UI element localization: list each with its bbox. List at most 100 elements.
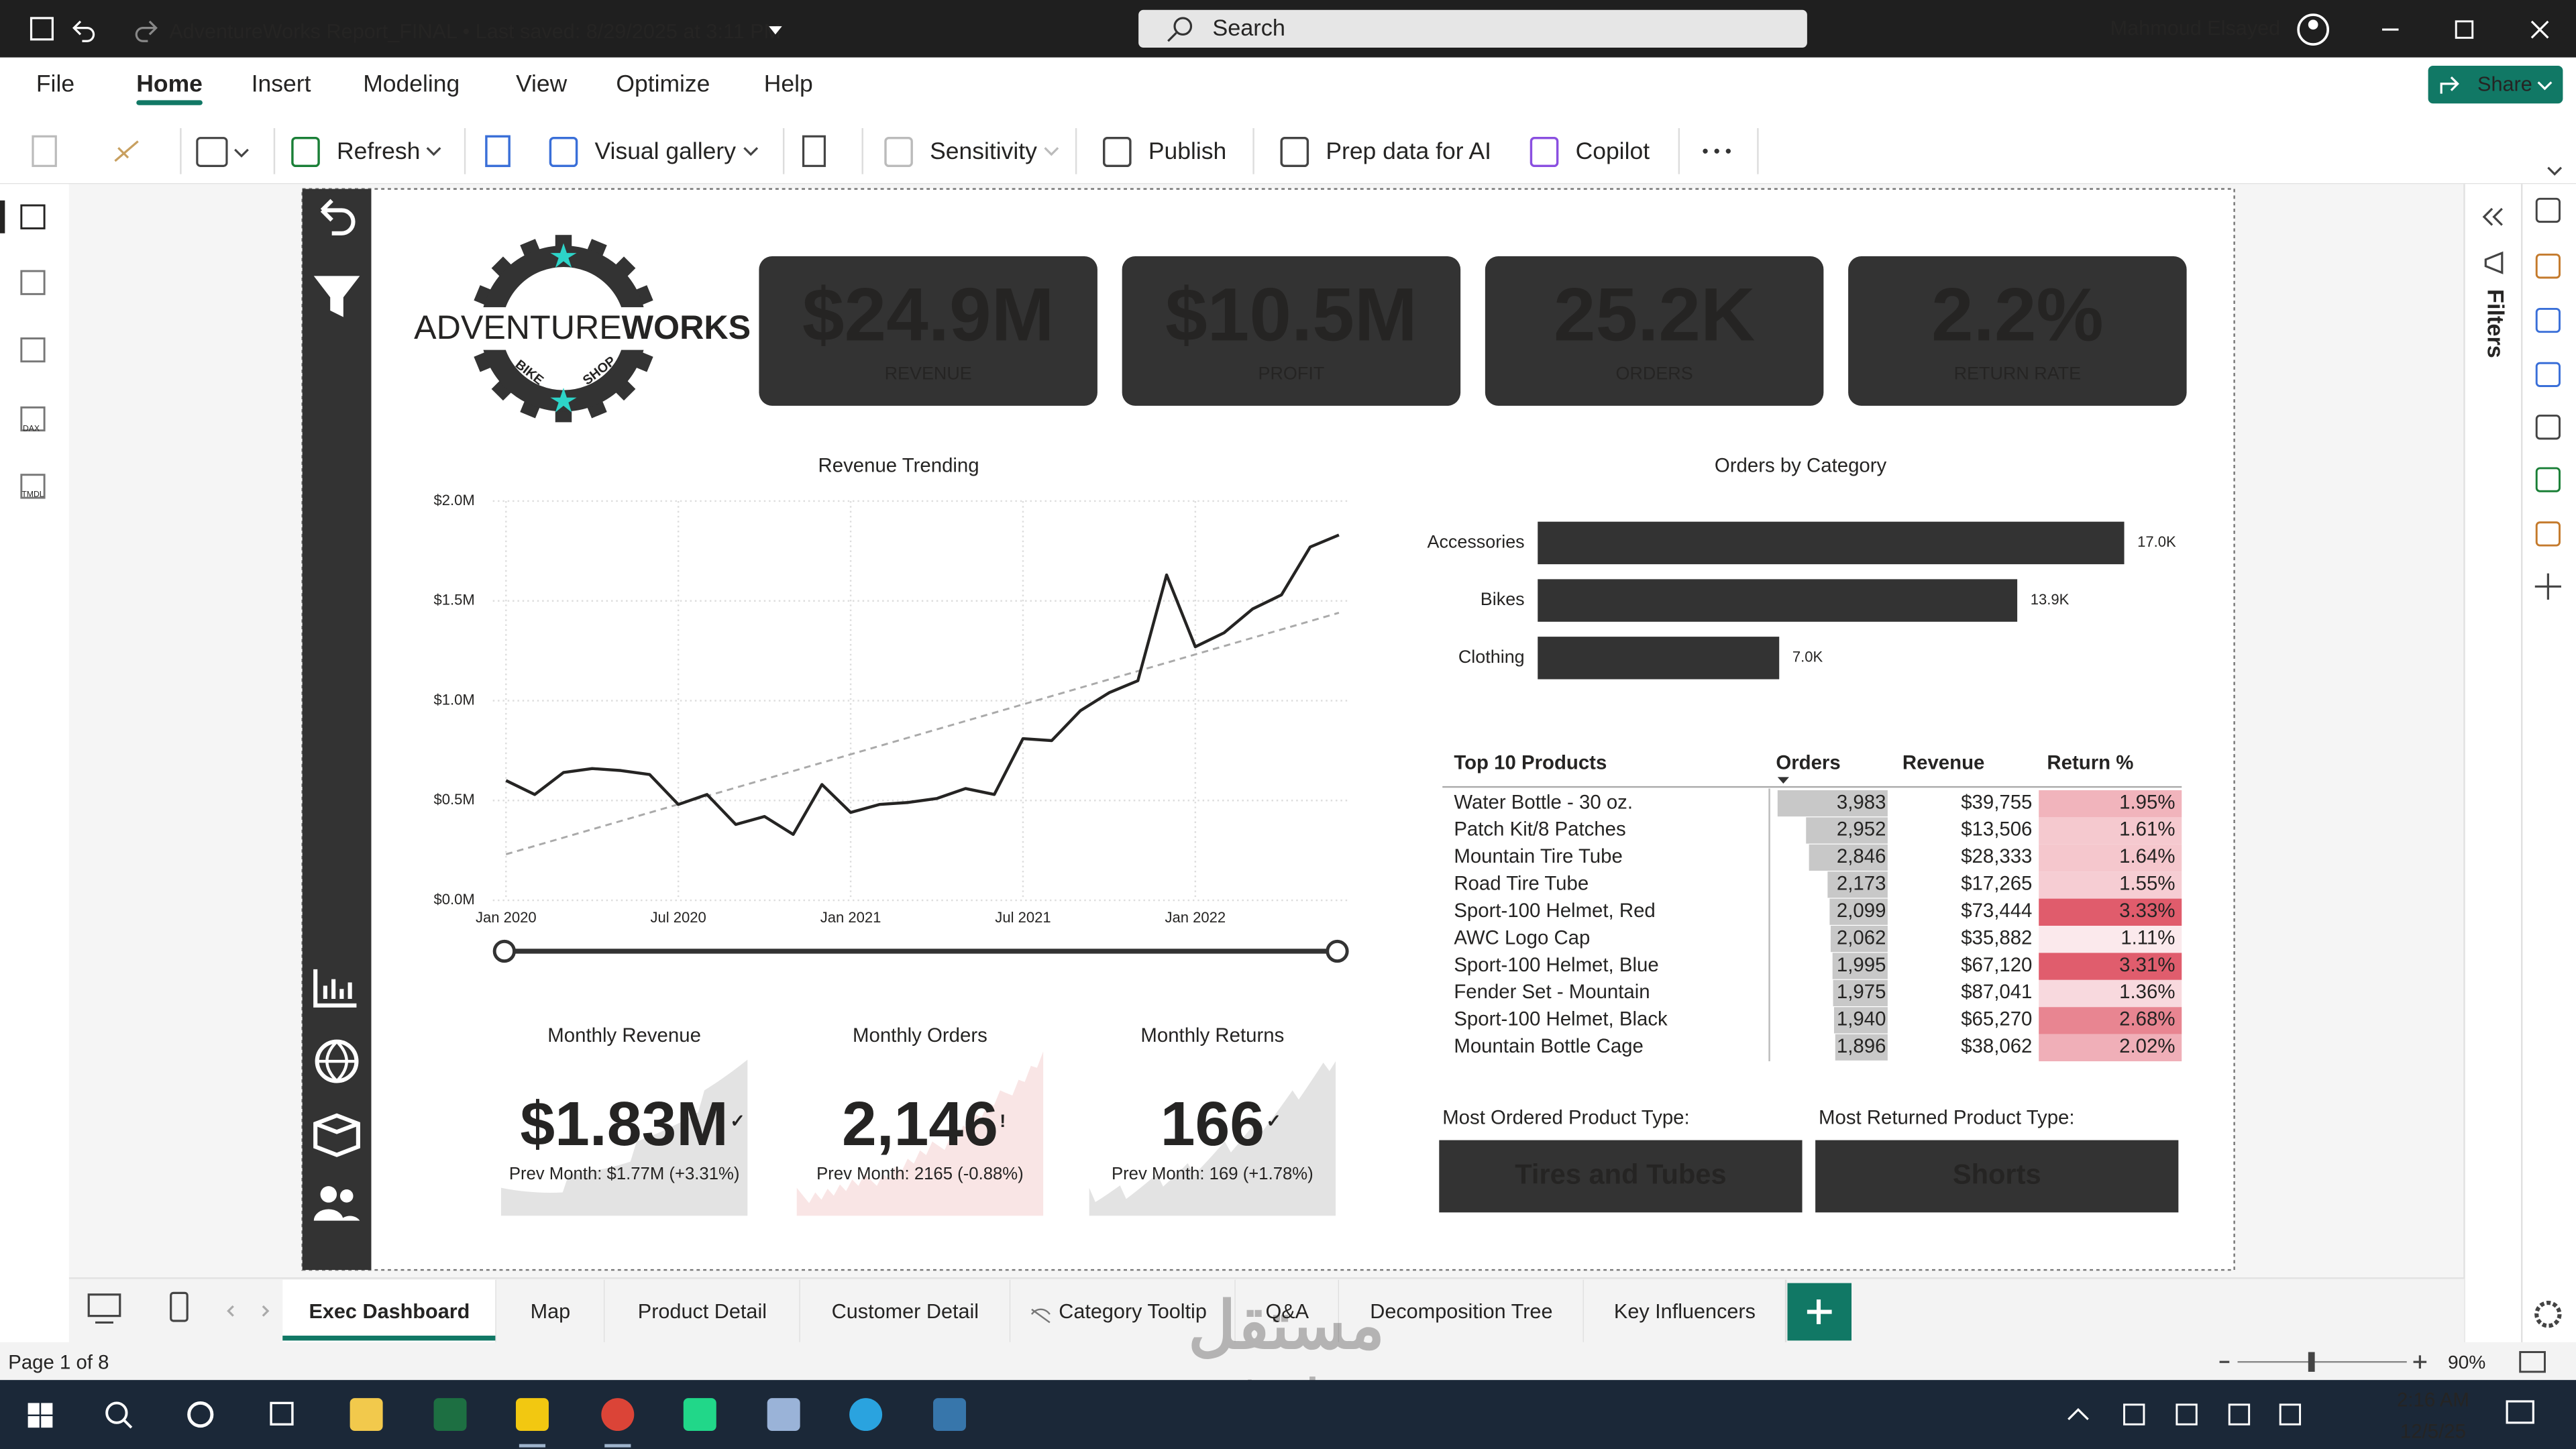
menu-item[interactable]: Help <box>764 70 813 97</box>
x-tick-label: Jan 2022 <box>1165 909 1226 926</box>
card-subtitle: Prev Month: 169 (+1.78%) <box>1112 1165 1313 1183</box>
kpi-label: RETURN RATE <box>1954 363 2081 383</box>
undo-icon[interactable] <box>72 20 95 42</box>
table-cell: $35,882 <box>1961 926 2032 949</box>
taskbar-app[interactable] <box>601 1398 635 1432</box>
x-tick-label: Jul 2021 <box>995 909 1051 926</box>
ribbon-button[interactable]: Refresh <box>337 138 420 164</box>
filter-button[interactable] <box>313 276 360 317</box>
ribbon-icon <box>1529 137 1559 168</box>
fit-page-icon[interactable] <box>2519 1351 2546 1373</box>
watermark: مستقل <box>1188 1289 1385 1362</box>
title-dropdown[interactable] <box>769 26 782 35</box>
nav-customer-icon[interactable] <box>320 1186 337 1203</box>
page-tab[interactable] <box>800 1279 1011 1342</box>
pane-icon[interactable] <box>2535 307 2561 333</box>
date-slider-handle[interactable] <box>1326 939 1349 963</box>
menu-item[interactable]: Home <box>136 70 203 97</box>
settings-icon[interactable] <box>2534 1300 2562 1328</box>
table-cell: $67,120 <box>1961 954 2032 976</box>
page-tab[interactable] <box>604 1279 800 1342</box>
desktop-view-icon[interactable] <box>87 1293 121 1318</box>
add-pane-icon[interactable] <box>2534 573 2561 600</box>
maximize-button[interactable] <box>2455 20 2474 39</box>
search-taskbar[interactable] <box>105 1401 128 1424</box>
ribbon-button[interactable]: Publish <box>1148 138 1226 164</box>
user-avatar-head <box>2308 19 2318 30</box>
category-label: Accessories <box>1428 531 1525 551</box>
menu-item[interactable]: Optimize <box>616 70 710 97</box>
logo-band <box>407 307 723 350</box>
kpi-value: 2.2% <box>1931 272 2104 356</box>
chart-title: Revenue Trending <box>818 454 979 476</box>
filters-pane-title[interactable]: Filters <box>2482 289 2508 358</box>
ribbon-icon <box>549 137 578 168</box>
menu-item[interactable]: Modeling <box>363 70 460 97</box>
date-slider-handle[interactable] <box>492 939 516 963</box>
ribbon-button[interactable]: Visual gallery <box>595 138 737 164</box>
nav-product-icon[interactable] <box>313 1113 360 1157</box>
nav-customer-icon-2 <box>339 1189 354 1203</box>
calculator-icon <box>802 135 826 167</box>
table-cell: Patch Kit/8 Patches <box>1454 818 1625 841</box>
page-tab[interactable] <box>496 1279 605 1342</box>
pane-icon[interactable] <box>2535 521 2561 547</box>
zoom-thumb[interactable] <box>2308 1352 2315 1372</box>
pane-icon[interactable] <box>2535 254 2561 279</box>
table-cell: 1.95% <box>2119 791 2175 813</box>
table-cell: 3.33% <box>2119 900 2175 922</box>
mobile-view-icon[interactable] <box>170 1291 189 1322</box>
share-label: Share <box>2477 72 2532 95</box>
nav-dashboard-icon[interactable] <box>313 969 357 1008</box>
taskbar-app[interactable] <box>515 1398 549 1432</box>
table-cell: $17,265 <box>1961 873 2032 895</box>
ribbon-button[interactable]: Prep data for AI <box>1326 138 1491 164</box>
zoom-in[interactable] <box>2413 1355 2427 1368</box>
left-nav-icon[interactable] <box>20 270 46 295</box>
pane-icon[interactable] <box>2535 467 2561 492</box>
menu-item[interactable]: File <box>36 70 74 97</box>
page-tab[interactable] <box>1010 1279 1236 1342</box>
left-nav-icon[interactable] <box>20 204 46 229</box>
table-cell: Mountain Tire Tube <box>1454 845 1622 867</box>
ribbon-button[interactable]: Copilot <box>1576 138 1650 164</box>
close-button[interactable] <box>2530 20 2549 39</box>
more-dot <box>1714 148 1719 154</box>
menu-item[interactable]: View <box>516 70 568 97</box>
report-nav-strip <box>302 189 372 1271</box>
page-tab[interactable] <box>1583 1279 1786 1342</box>
page-tab[interactable] <box>282 1279 496 1342</box>
table-cell: Water Bottle - 30 oz. <box>1454 791 1633 813</box>
page-tab[interactable] <box>1338 1279 1584 1342</box>
return-rate-cell <box>2039 844 2182 872</box>
taskbar-app[interactable] <box>683 1398 716 1432</box>
share-button[interactable] <box>2428 65 2563 104</box>
notifications[interactable] <box>2506 1400 2534 1424</box>
pane-icon[interactable] <box>2535 362 2561 387</box>
cortana[interactable] <box>187 1401 214 1428</box>
task-view[interactable] <box>270 1401 294 1426</box>
taskbar-app[interactable] <box>433 1398 467 1432</box>
page-tab[interactable] <box>1235 1279 1339 1342</box>
menu-item[interactable]: Insert <box>252 70 311 97</box>
left-nav-icon[interactable] <box>20 337 46 363</box>
taskbar-app[interactable] <box>933 1398 966 1432</box>
orders-data-bar <box>1806 817 1888 844</box>
save-icon[interactable] <box>30 17 54 41</box>
add-page-icon <box>1807 1299 1832 1324</box>
left-nav-icon[interactable] <box>20 406 46 432</box>
filters-expand[interactable] <box>2482 207 2503 226</box>
back-button[interactable] <box>320 199 356 235</box>
search-box[interactable] <box>1138 9 1807 48</box>
left-nav-icon[interactable] <box>20 474 46 499</box>
more-dot <box>1703 148 1708 154</box>
taskbar-app[interactable] <box>849 1398 883 1432</box>
search-placeholder: Search <box>1212 15 1285 41</box>
pane-icon[interactable] <box>2535 415 2561 440</box>
pane-icon[interactable] <box>2535 197 2561 223</box>
card-subtitle: Prev Month: $1.77M (+3.31%) <box>509 1165 740 1183</box>
table-cell: $38,062 <box>1961 1035 2032 1057</box>
menu-active-underline <box>136 100 203 105</box>
taskbar-app[interactable] <box>767 1398 800 1432</box>
taskbar-app[interactable] <box>350 1398 383 1432</box>
